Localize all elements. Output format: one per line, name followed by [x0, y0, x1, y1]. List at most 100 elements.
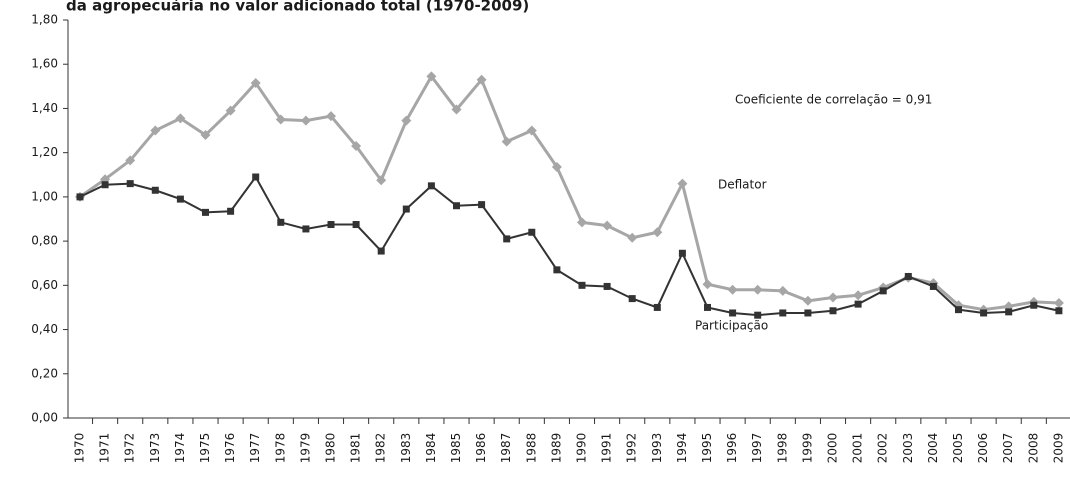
y-tick-label: 0,40: [31, 322, 58, 336]
point-marker: [401, 115, 412, 126]
x-tick-label: 2003: [901, 433, 915, 464]
point-marker: [326, 111, 336, 122]
x-tick-label: 1976: [223, 433, 237, 464]
y-tick-label: 1,20: [31, 145, 58, 159]
x-tick-label: 2006: [976, 433, 990, 464]
point-marker: [777, 285, 788, 296]
point-marker: [828, 292, 838, 303]
point-marker: [451, 104, 462, 115]
x-tick-label: 1992: [625, 433, 639, 464]
x-tick-label: 1984: [424, 433, 438, 464]
point-marker: [1005, 308, 1013, 316]
point-marker: [1030, 301, 1038, 309]
x-tick-label: 1971: [98, 433, 112, 464]
point-marker: [653, 303, 661, 311]
x-tick-label: 2004: [926, 433, 940, 464]
point-marker: [352, 221, 360, 229]
point-marker: [727, 284, 738, 295]
point-marker: [603, 282, 611, 290]
point-marker: [125, 155, 136, 166]
point-marker: [904, 272, 912, 280]
point-marker: [126, 180, 134, 188]
point-marker: [503, 235, 511, 243]
x-tick-label: 1991: [600, 433, 614, 464]
x-tick-label: 1970: [73, 433, 87, 464]
point-marker: [227, 207, 235, 215]
chart-title: da agropecuária no valor adicionado tota…: [66, 0, 529, 15]
point-marker: [577, 217, 587, 228]
x-tick-label: 1989: [549, 433, 563, 464]
point-marker: [980, 309, 988, 317]
point-marker: [754, 311, 762, 319]
x-tick-label: 1974: [173, 433, 187, 464]
point-marker: [551, 162, 562, 173]
x-tick-label: 1997: [750, 433, 764, 464]
point-marker: [702, 279, 713, 290]
point-marker: [955, 306, 962, 314]
x-tick-label: 1988: [524, 433, 538, 464]
point-marker: [804, 309, 812, 317]
x-tick-label: 2001: [851, 433, 865, 464]
point-marker: [426, 71, 437, 82]
annotation: Coeficiente de correlação = 0,91: [735, 93, 932, 107]
x-tick-label: 1999: [800, 433, 814, 464]
point-marker: [377, 247, 385, 255]
point-marker: [853, 290, 864, 301]
point-marker: [678, 249, 686, 257]
point-marker: [150, 125, 161, 136]
y-tick-label: 1,60: [31, 57, 58, 71]
point-marker: [427, 182, 435, 190]
point-marker: [879, 287, 887, 295]
y-tick-label: 0,80: [31, 234, 58, 248]
point-marker: [528, 228, 536, 236]
point-marker: [729, 309, 737, 317]
x-tick-label: 1993: [650, 433, 664, 464]
x-tick-label: 2000: [826, 433, 840, 464]
x-tick-label: 1995: [700, 433, 714, 464]
point-marker: [752, 284, 763, 295]
x-tick-label: 1977: [248, 433, 262, 464]
point-marker: [526, 125, 537, 136]
x-tick-label: 1981: [349, 433, 363, 464]
point-marker: [175, 113, 186, 124]
point-marker: [252, 173, 260, 181]
point-marker: [402, 205, 410, 213]
series-label: Deflator: [718, 178, 767, 192]
x-tick-label: 1996: [725, 433, 739, 464]
x-tick-label: 2005: [951, 433, 965, 464]
point-marker: [602, 220, 613, 231]
point-marker: [151, 186, 159, 194]
point-marker: [476, 74, 487, 85]
y-tick-label: 1,40: [31, 101, 58, 115]
point-marker: [200, 129, 211, 140]
point-marker: [453, 202, 460, 210]
point-marker: [176, 195, 184, 203]
x-tick-label: 2009: [1051, 433, 1065, 464]
x-tick-label: 1983: [399, 433, 413, 464]
x-tick-label: 2007: [1001, 433, 1015, 464]
x-tick-label: 1975: [198, 433, 212, 464]
point-marker: [1053, 298, 1064, 309]
series-line: [79, 175, 1060, 317]
point-marker: [300, 115, 311, 126]
point-marker: [802, 295, 813, 306]
point-marker: [854, 300, 862, 308]
x-tick-label: 1990: [575, 433, 589, 464]
x-tick-label: 1982: [374, 433, 388, 464]
point-marker: [677, 178, 688, 189]
point-marker: [779, 309, 787, 317]
y-tick-label: 0,20: [31, 366, 58, 380]
point-marker: [302, 225, 310, 233]
y-tick-label: 1,00: [31, 189, 58, 203]
point-marker: [627, 232, 638, 243]
point-marker: [275, 114, 286, 125]
x-tick-label: 1998: [775, 433, 789, 464]
x-tick-label: 2002: [876, 433, 890, 464]
x-tick-label: 1980: [324, 433, 338, 464]
point-marker: [327, 221, 335, 229]
x-tick-label: 1973: [148, 433, 162, 464]
point-marker: [929, 282, 937, 290]
point-marker: [553, 266, 561, 274]
